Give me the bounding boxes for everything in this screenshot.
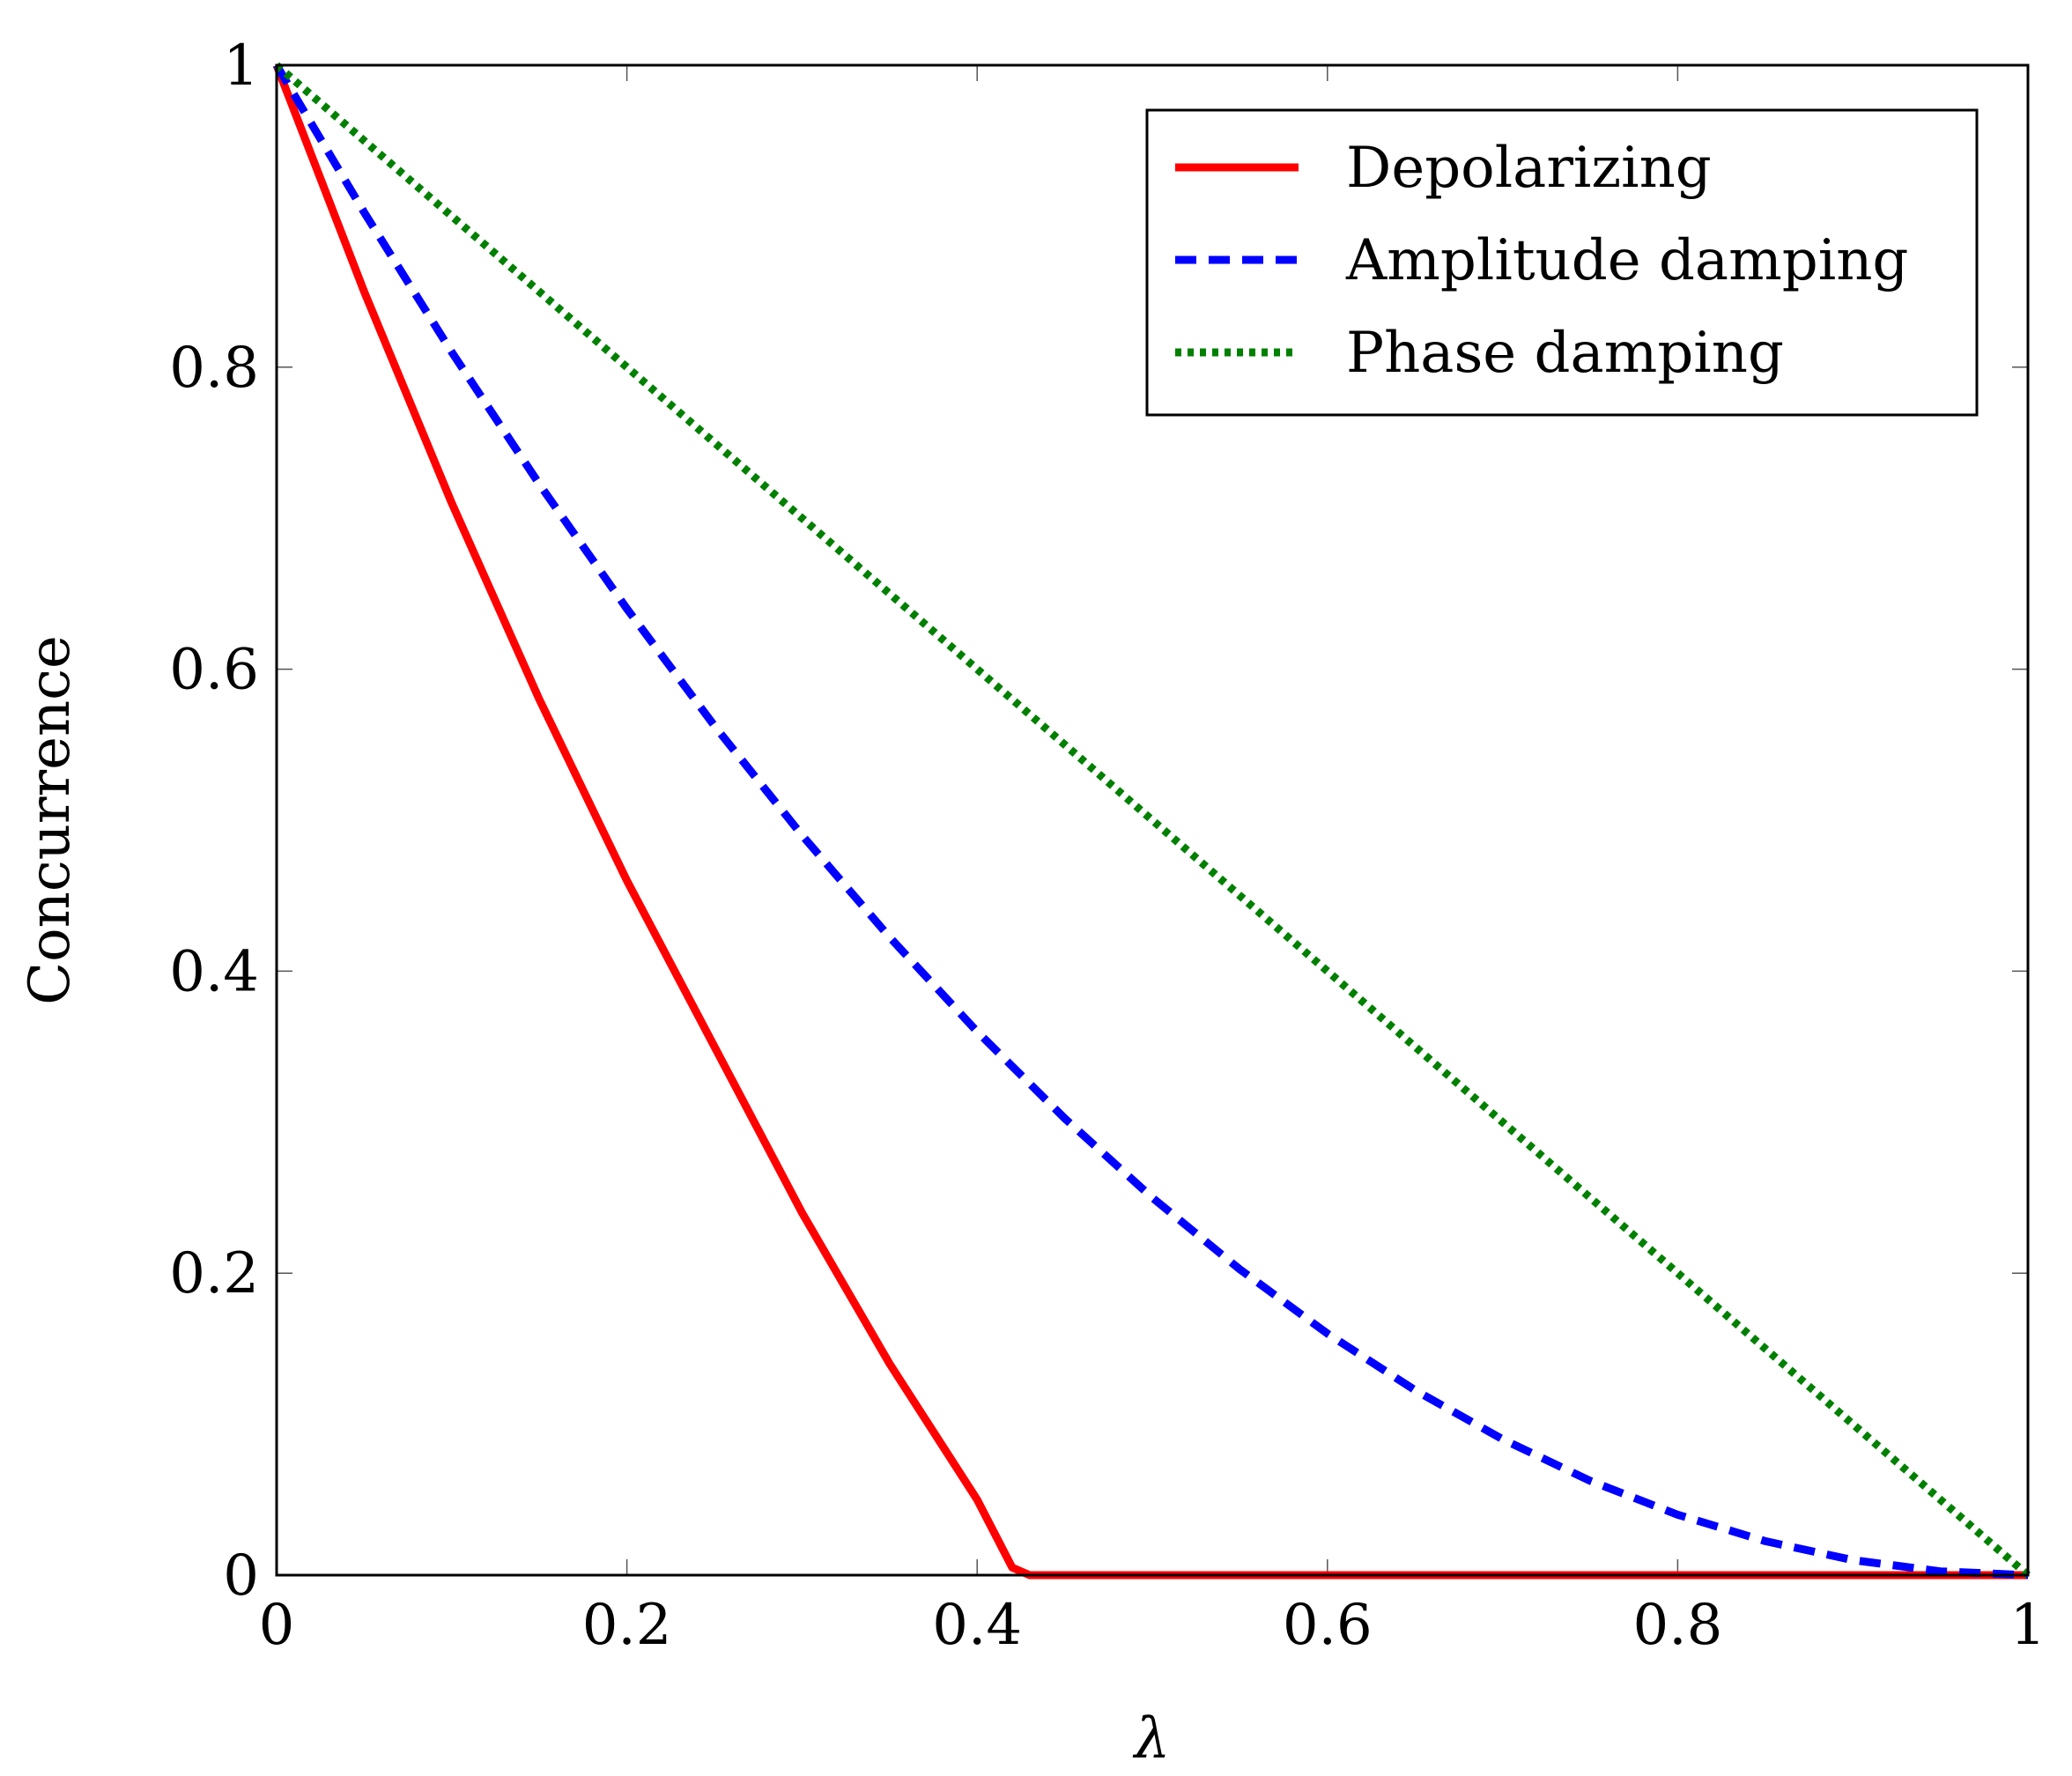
x-tick-label: 0.8	[1633, 1593, 1723, 1658]
y-tick-label: 0.4	[169, 939, 259, 1004]
y-axis-title: Concurrence	[18, 635, 83, 1005]
legend-label: Depolarizing	[1346, 136, 1712, 201]
plot-frame	[275, 63, 2030, 1577]
x-tick-label: 1	[2010, 1593, 2046, 1658]
legend-label: Amplitude damping	[1345, 228, 1908, 293]
y-tick-label: 1	[223, 33, 259, 99]
y-tick-label: 0	[223, 1543, 259, 1609]
x-tick-label: 0.2	[582, 1593, 672, 1658]
x-tick-label: 0	[259, 1593, 295, 1658]
x-tick-label: 0.4	[932, 1593, 1022, 1658]
series-line-amplitude-damping	[273, 63, 2029, 1580]
y-tick-label: 0.2	[169, 1241, 259, 1306]
ticks-layer: 0 0.2 0.4 0.6 0.8 1 0 0.2 0.4 0.6 0.8 1	[169, 33, 2046, 1658]
series-line-phase-damping	[274, 62, 2031, 1579]
legend: Depolarizing Amplitude damping Phase dampi…	[1145, 108, 1979, 417]
y-tick-label: 0.8	[169, 336, 259, 401]
x-axis-title: λ	[1132, 1706, 1171, 1772]
x-tick-label: 0.6	[1283, 1593, 1373, 1658]
legend-label: Phase damping	[1346, 321, 1784, 386]
y-tick-label: 0.6	[169, 638, 259, 703]
